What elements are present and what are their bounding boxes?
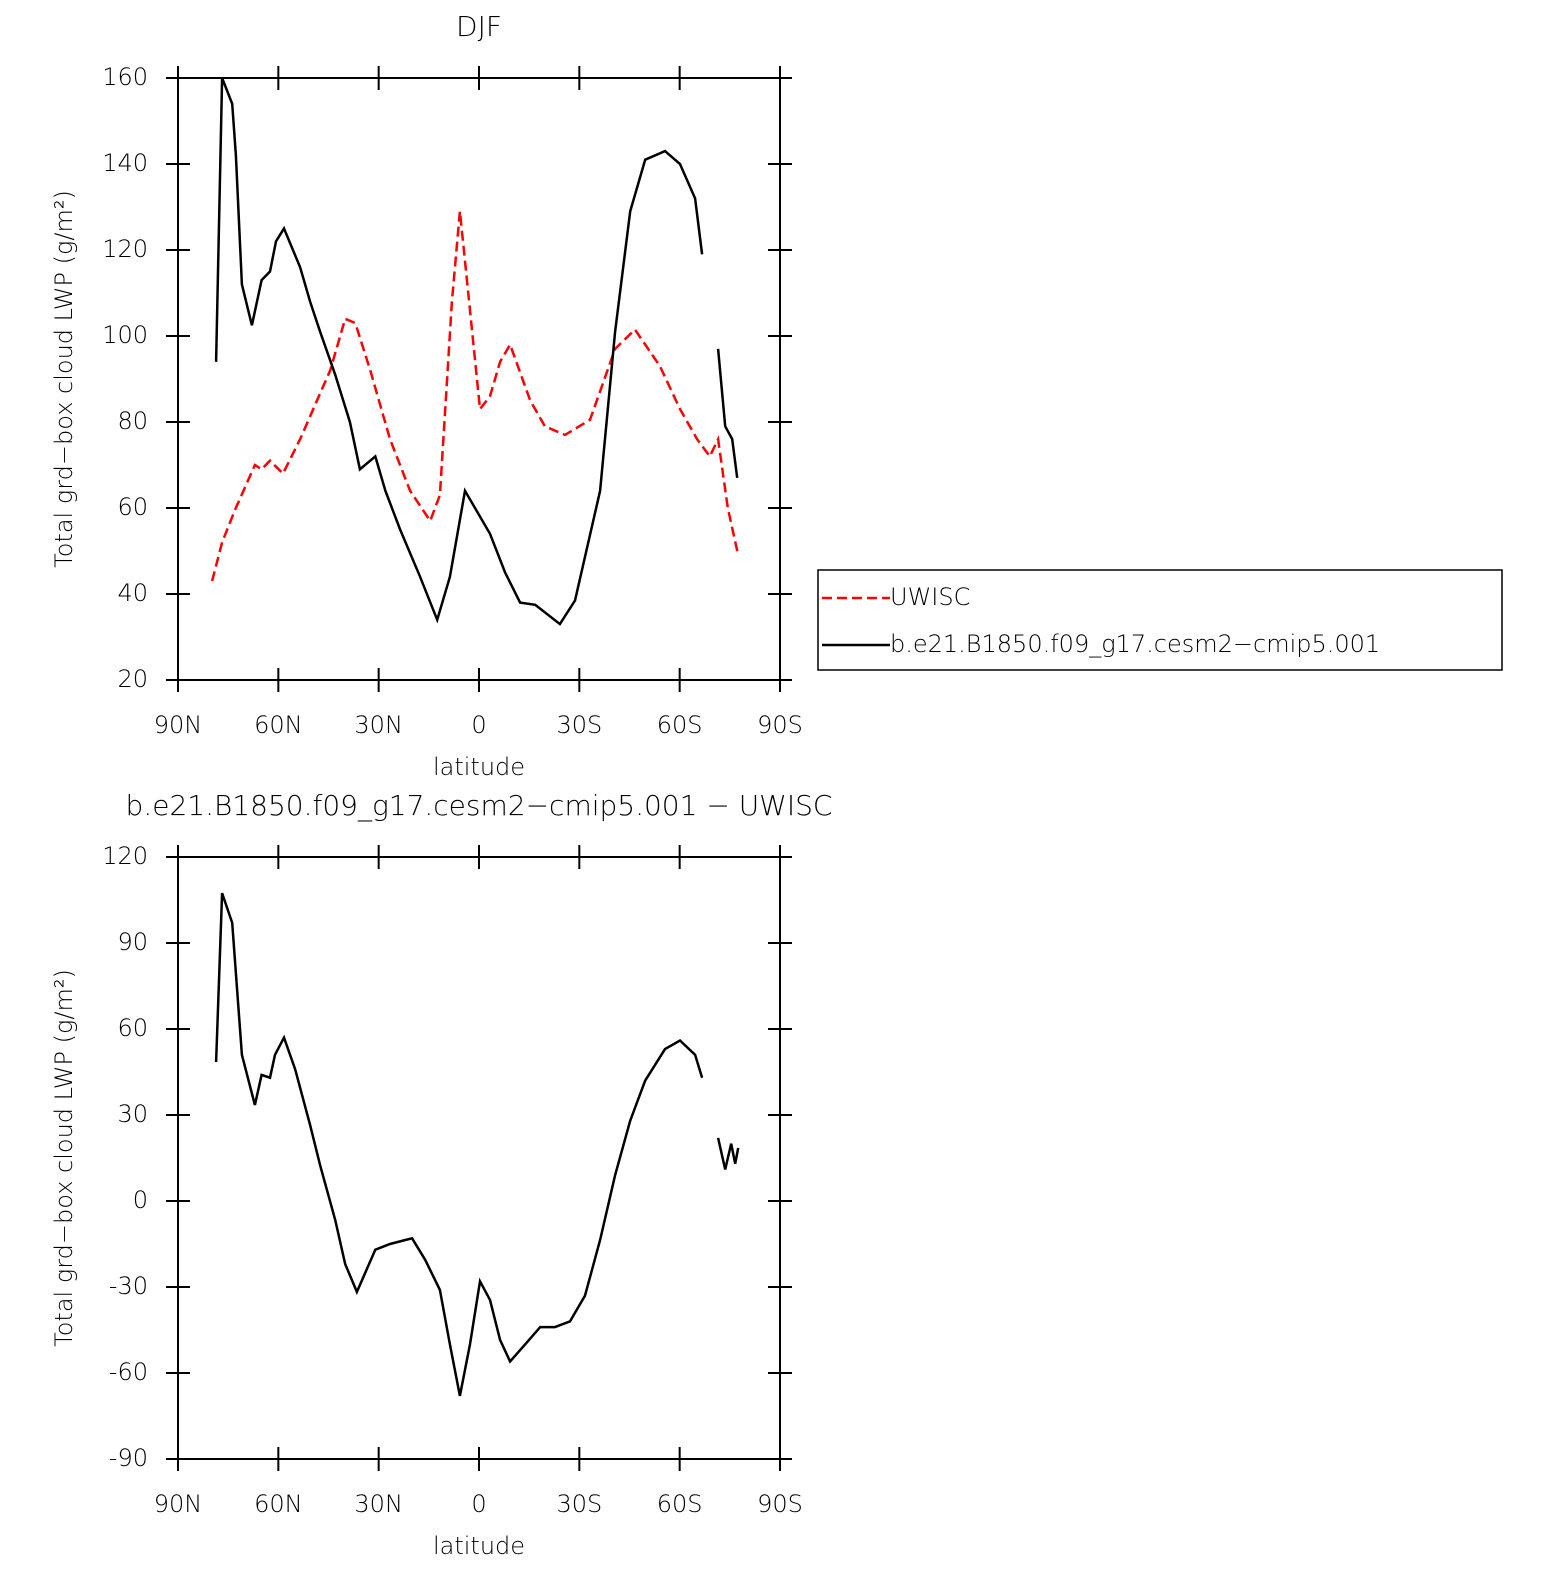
legend-box <box>817 569 1503 671</box>
x-tick-label: 0 <box>471 711 486 739</box>
y-tick-label: 0 <box>133 1186 148 1214</box>
y-axis-label: Total grd−box cloud LWP (g/m²) <box>50 969 78 1347</box>
data-line <box>214 77 739 626</box>
x-tick-label: 30N <box>354 1490 403 1518</box>
data-line <box>210 211 740 582</box>
y-tick-label: 160 <box>102 63 148 91</box>
x-tick-label: 60S <box>657 1490 703 1518</box>
y-tick-label: 90 <box>117 928 148 956</box>
y-tick-label: 30 <box>117 1100 148 1128</box>
chart-title: b.e21.B1850.f09_g17.cesm2−cmip5.001 − UW… <box>126 789 833 823</box>
y-tick-label: 140 <box>102 149 148 177</box>
x-tick-label: 90N <box>154 1490 203 1518</box>
x-tick-label: 60N <box>254 1490 303 1518</box>
y-tick-label: 60 <box>117 493 148 521</box>
y-tick-label: 40 <box>117 579 148 607</box>
x-axis-label: latitude <box>433 753 525 781</box>
y-tick-label: -30 <box>109 1272 148 1300</box>
legend-label: UWISC <box>890 583 970 611</box>
x-axis-label: latitude <box>433 1532 525 1560</box>
y-tick-label: 120 <box>102 842 148 870</box>
chart-title: DJF <box>456 10 502 43</box>
y-tick-label: 120 <box>102 235 148 263</box>
plot-frame <box>177 856 781 1460</box>
x-tick-label: 30S <box>556 711 602 739</box>
plot-frame <box>177 77 781 681</box>
y-tick-label: -90 <box>109 1444 148 1472</box>
y-tick-label: 80 <box>117 407 148 435</box>
x-tick-label: 30N <box>354 711 403 739</box>
x-tick-label: 90N <box>154 711 203 739</box>
x-tick-label: 90S <box>757 1490 803 1518</box>
legend-label: b.e21.B1850.f09_g17.cesm2−cmip5.001 <box>890 630 1380 658</box>
x-tick-label: 60N <box>254 711 303 739</box>
x-tick-label: 90S <box>757 711 803 739</box>
y-tick-label: 60 <box>117 1014 148 1042</box>
y-tick-label: 20 <box>117 665 148 693</box>
x-tick-label: 0 <box>471 1490 486 1518</box>
x-tick-label: 30S <box>556 1490 602 1518</box>
y-tick-label: -60 <box>109 1358 148 1386</box>
x-tick-label: 60S <box>657 711 703 739</box>
data-line <box>214 892 740 1397</box>
y-tick-label: 100 <box>102 321 148 349</box>
y-axis-label: Total grd−box cloud LWP (g/m²) <box>50 190 78 568</box>
